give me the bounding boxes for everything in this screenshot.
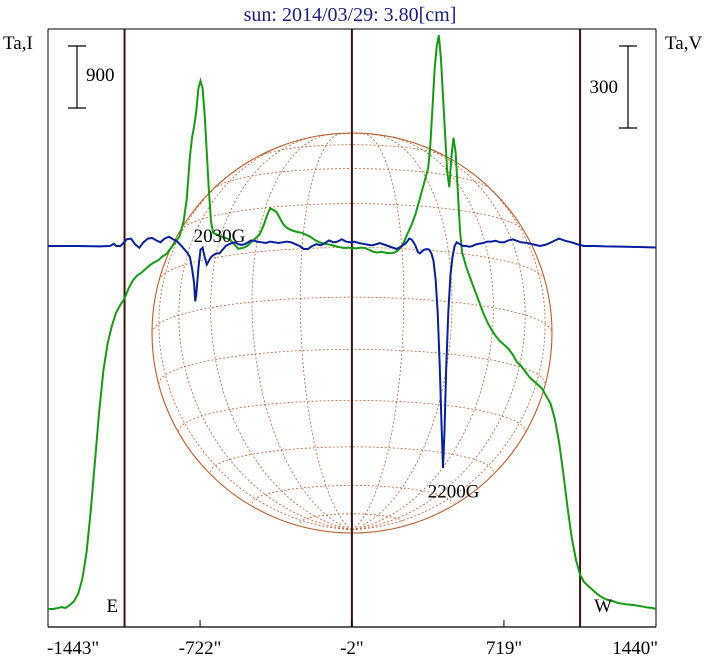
- left-scale-bar-label: 900: [86, 65, 115, 86]
- solar-grid-longitude: [351, 132, 405, 531]
- solar-grid-longitude: [251, 133, 353, 531]
- scale-bars: 900 300: [68, 45, 637, 129]
- x-tick-label: -722": [179, 638, 222, 659]
- field-annotation: 2030G: [194, 226, 246, 247]
- solar-grid-longitude: [158, 168, 353, 531]
- x-ticks: -1443" -722" -2" 719" 1440": [47, 620, 658, 659]
- solar-grid-longitude: [351, 168, 546, 531]
- right-axis-label: Ta,V: [665, 33, 702, 54]
- solar-grid-latitude: [158, 247, 546, 281]
- chart-title: sun: 2014/03/29: 3.80[cm]: [244, 4, 457, 26]
- series-layer: [48, 35, 657, 610]
- series-circular-polarization-line: [48, 235, 657, 469]
- solar-grid-latitude: [180, 203, 524, 231]
- x-tick-label: 1440": [612, 638, 658, 659]
- solar-grid-longitude: [351, 136, 494, 531]
- vertical-lines: [123, 29, 582, 627]
- left-axis-label: Ta,I: [3, 33, 33, 54]
- solar-grid-longitude: [299, 132, 353, 531]
- x-tick-label: -2": [340, 638, 364, 659]
- solar-grid-longitude: [210, 136, 353, 531]
- solar-grid-longitude: [178, 142, 353, 531]
- right-scale-bar-label: 300: [590, 77, 619, 98]
- solar-grid-longitude: [351, 133, 453, 531]
- field-annotation: 2200G: [428, 481, 480, 502]
- annotations: E W 2030G 2200G: [107, 226, 613, 617]
- series-intensity-line: [48, 35, 657, 610]
- x-tick-label: 719": [486, 638, 522, 659]
- limb-label: W: [594, 596, 612, 617]
- limb-label: E: [107, 596, 119, 617]
- solar-grid-longitude: [351, 142, 526, 531]
- x-tick-label: -1443": [47, 638, 99, 659]
